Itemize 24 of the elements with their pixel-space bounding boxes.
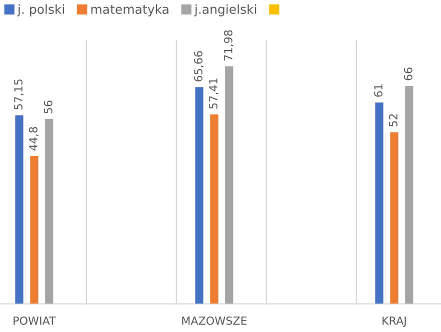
legend-label: j.angielski: [194, 4, 256, 16]
data-label: 65,66: [194, 51, 204, 82]
data-label: 44,8: [29, 127, 39, 150]
data-label: 66: [404, 68, 412, 80]
bar: [30, 156, 38, 304]
bar: [210, 114, 218, 304]
data-label: 57,15: [14, 79, 24, 110]
data-label: 56: [44, 100, 52, 114]
bar: [195, 87, 204, 304]
bar: [45, 119, 54, 304]
bar: [390, 132, 398, 304]
x-tick-label: KRAJ: [382, 316, 406, 327]
legend-label: matematyka: [91, 4, 168, 16]
data-label: 71,98: [224, 30, 234, 60]
x-tick-label: POWIAT: [14, 316, 56, 325]
data-label: 57,41: [209, 78, 219, 109]
legend-label: j. polski: [17, 4, 64, 16]
bar: [405, 86, 414, 304]
data-label: 61: [374, 84, 382, 97]
bar: [375, 102, 384, 304]
x-tick-label: MAZOWSZE: [182, 316, 247, 325]
bar: [225, 66, 234, 304]
bar: [15, 115, 24, 304]
data-label: 52: [389, 114, 398, 126]
